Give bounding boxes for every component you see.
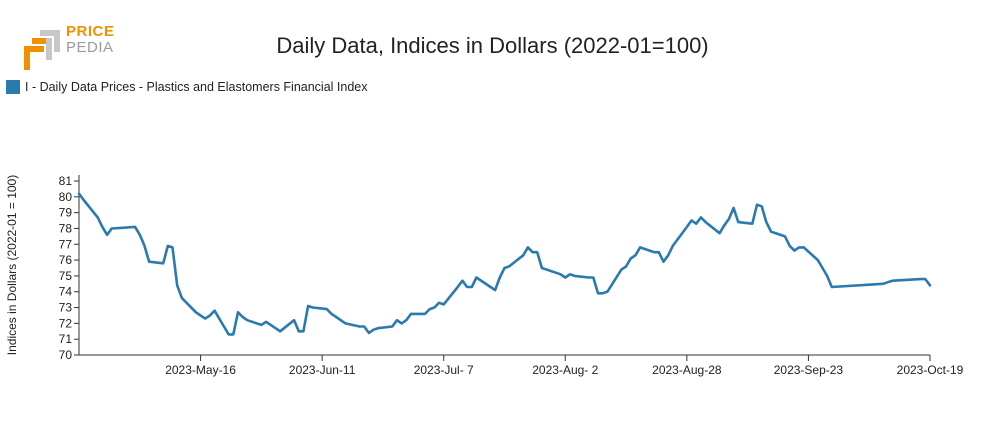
chart-title: Daily Data, Indices in Dollars (2022-01=… [276,33,709,58]
pricepedia-logo: PRICE PEDIA [18,24,128,74]
y-tick-label: 76 [59,253,73,267]
legend-label: I - Daily Data Prices - Plastics and Ela… [25,80,368,94]
x-tick-label: 2023-Sep-23 [774,363,844,377]
y-tick-label: 79 [59,206,73,220]
legend[interactable]: I - Daily Data Prices - Plastics and Ela… [6,80,368,94]
x-tick-label: 2023-May-16 [165,363,236,377]
logo-mark-icon [24,30,60,70]
y-tick-label: 77 [59,237,73,251]
y-tick-label: 74 [59,285,73,299]
x-tick-label: 2023-Oct-19 [897,363,964,377]
y-tick-label: 81 [59,174,73,188]
x-tick-label: 2023-Jul- 7 [414,363,474,377]
logo-pedia-text: PEDIA [66,39,114,56]
y-tick-label: 80 [59,190,73,204]
x-tick-label: 2023-Aug- 2 [532,363,598,377]
series-line [77,192,932,336]
x-axis: 2023-May-16 2023-Jun-11 2023-Jul- 7 2023-Au… [79,354,964,377]
y-tick-label: 75 [59,269,73,283]
series-group [77,192,932,336]
legend-swatch [6,80,20,94]
y-tick-label: 73 [59,301,73,315]
y-tick-label: 71 [59,332,73,346]
logo-price-text: PRICE [66,23,115,40]
x-tick-label: 2023-Jun-11 [289,363,356,377]
x-tick-label: 2023-Aug-28 [652,363,722,377]
y-tick-label: 70 [59,348,73,362]
y-axis-title: Indices in Dollars (2022-01 = 100) [5,175,19,355]
y-tick-label: 78 [59,221,73,235]
y-tick-label: 72 [59,316,73,330]
